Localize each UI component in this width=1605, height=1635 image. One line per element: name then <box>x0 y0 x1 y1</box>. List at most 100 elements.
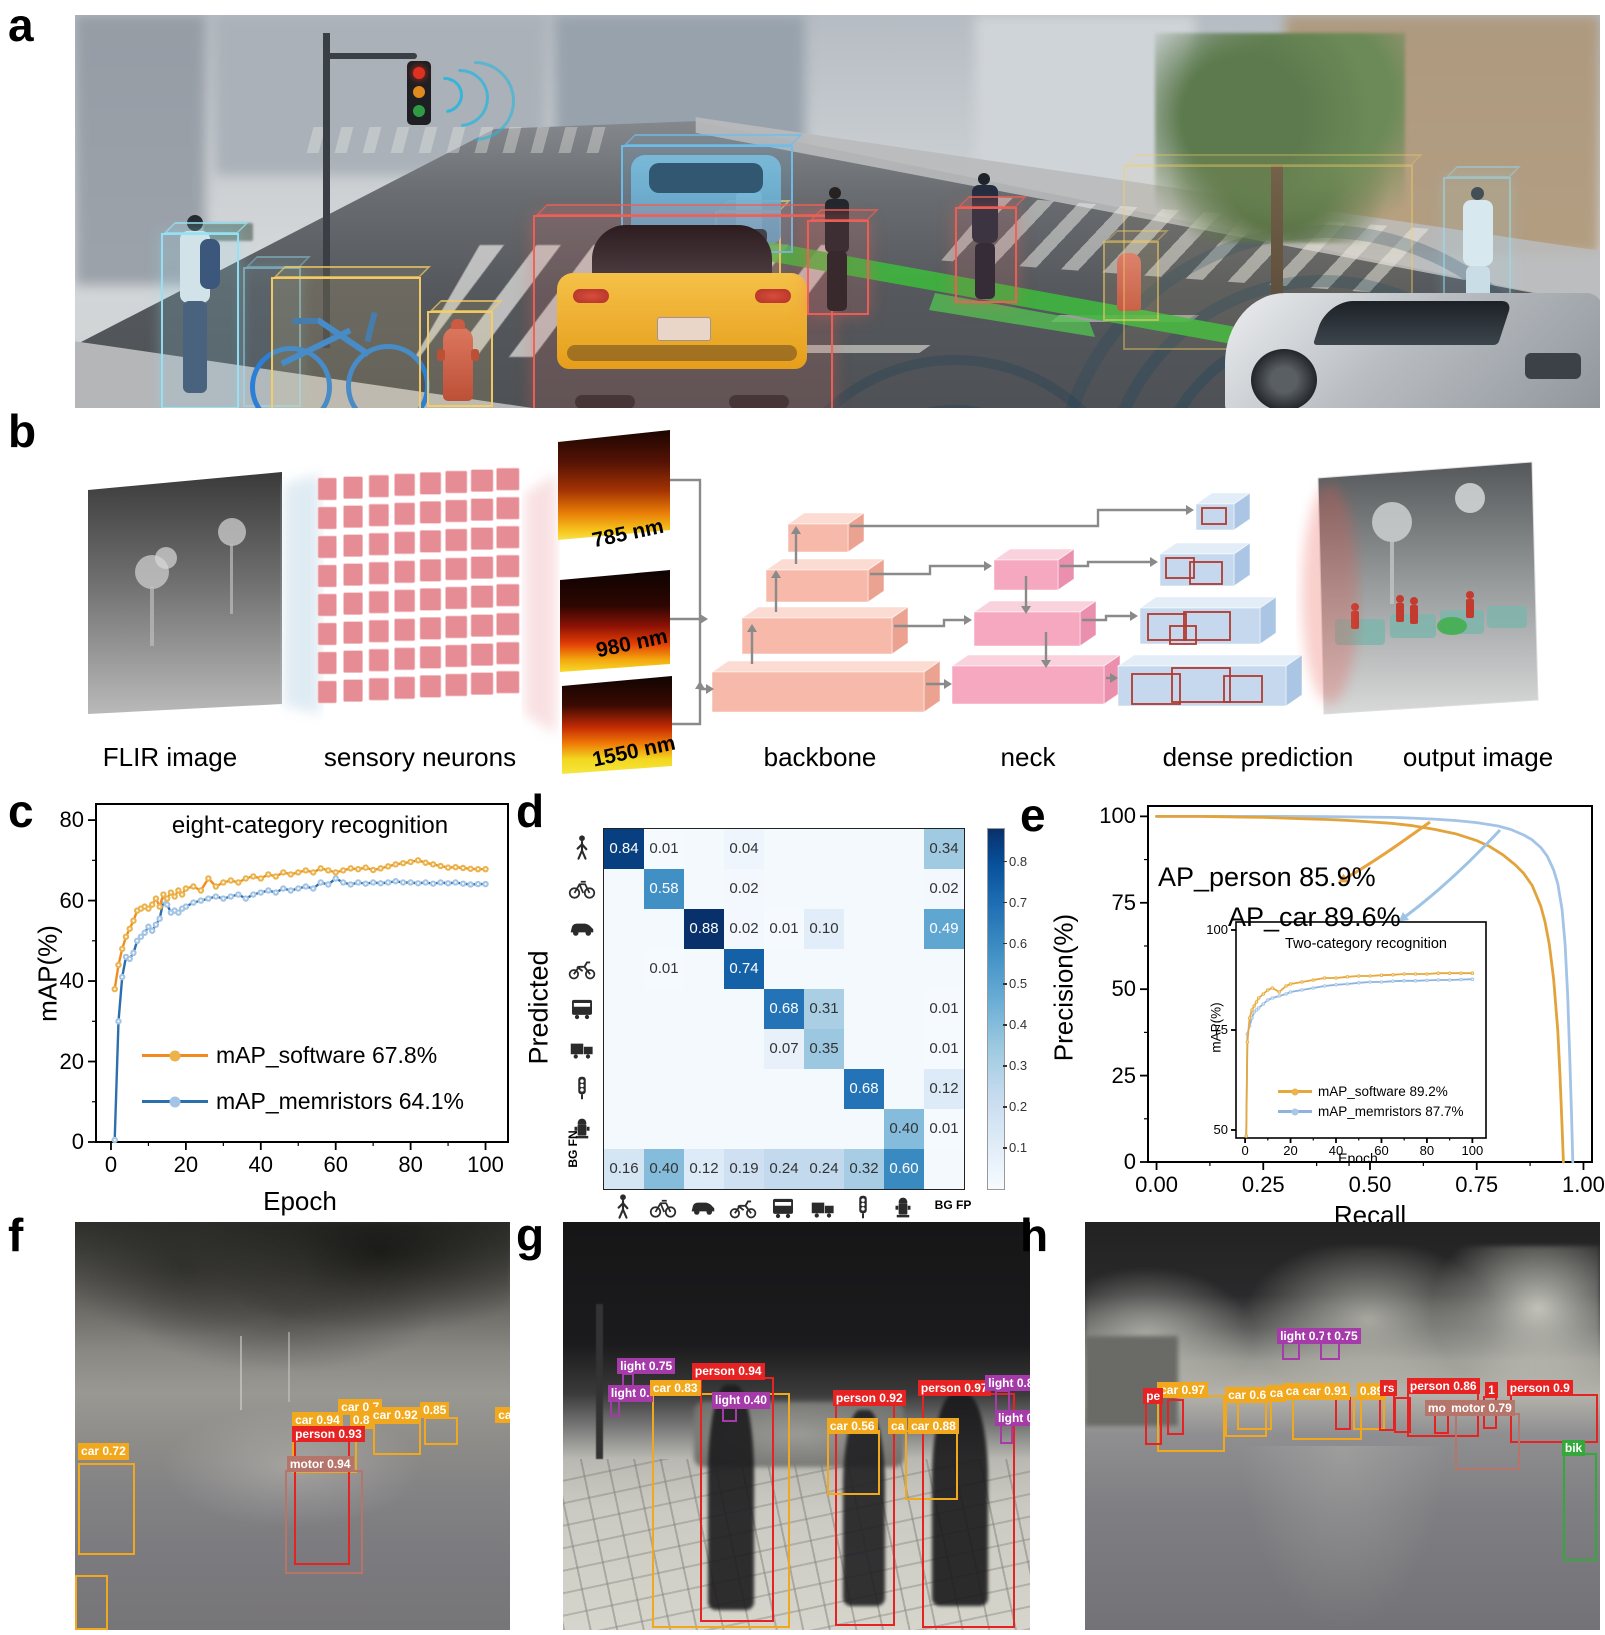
chart-c-xlabel: Epoch <box>263 1186 337 1216</box>
bicycle-icon <box>567 873 597 903</box>
bus-icon <box>567 993 597 1023</box>
detection-box <box>75 1574 109 1630</box>
matrix-cell <box>884 909 924 949</box>
detection-box <box>372 1421 421 1455</box>
inset-title: Two-category recognition <box>1285 936 1447 952</box>
detection-label: car 0.94 <box>292 1412 343 1429</box>
x-tick-label: 40 <box>1328 1143 1344 1158</box>
detection-box-suit-man <box>955 196 1027 303</box>
matrix-bgfp-label: BG FP <box>934 1198 972 1212</box>
matrix-cell <box>764 869 804 909</box>
detection-box <box>1379 1394 1396 1432</box>
detection-box <box>1394 1397 1411 1433</box>
traffic-pole <box>323 33 330 348</box>
motorcycle-icon <box>728 1192 758 1222</box>
foliage-texture <box>75 1222 510 1369</box>
inset-label-memristors: mAP_memristors 87.7% <box>1318 1104 1464 1119</box>
detection-box-bicycle <box>271 266 431 408</box>
matrix-cell <box>604 1069 644 1109</box>
detection-label: 1 <box>1485 1381 1498 1399</box>
matrix-cell: 0.24 <box>764 1149 804 1189</box>
detection-box-hydrant-right <box>1103 230 1169 321</box>
road-center <box>1239 1446 1446 1630</box>
matrix-cell <box>644 1069 684 1109</box>
bicycle-wheel <box>250 346 332 408</box>
matrix-cell <box>924 949 964 989</box>
street-scene-illustration <box>75 15 1600 408</box>
detection-label: light 0.40 <box>711 1392 770 1409</box>
detection-label: 0.89 <box>1356 1383 1387 1400</box>
matrix-cell <box>884 989 924 1029</box>
detection-label: light 0. <box>607 1385 653 1402</box>
matrix-cell <box>884 1069 924 1109</box>
rear-bumper <box>567 345 797 361</box>
legend-label-memristors: mAP_memristors 64.1% <box>216 1088 464 1114</box>
traffic-light-icon <box>848 1192 878 1222</box>
matrix-cell: 0.02 <box>724 869 764 909</box>
matrix-cell <box>804 1109 844 1149</box>
x-tick-label: 0 <box>1241 1143 1249 1158</box>
pole <box>595 1303 604 1459</box>
detection-label: car 0.91 <box>1299 1383 1351 1400</box>
matrix-cell: 0.02 <box>924 869 964 909</box>
matrix-ylabel: Predicted <box>523 950 554 1065</box>
matrix-cell <box>724 1109 764 1149</box>
y-tick-label: 100 <box>1099 803 1136 829</box>
pedestrian-head <box>978 173 990 185</box>
inset-xlabel: Epoch <box>1338 1150 1378 1166</box>
matrix-cell <box>684 989 724 1029</box>
inset-label-software: mAP_software 89.2% <box>1318 1084 1448 1099</box>
x-tick-label: 0.00 <box>1135 1172 1178 1197</box>
detection-label: ca <box>1282 1383 1303 1400</box>
matrix-cell <box>884 1029 924 1069</box>
bicycle-seat <box>292 318 318 324</box>
output-detected-bike <box>1437 617 1467 635</box>
detection-box-woman <box>807 209 879 315</box>
matrix-cell <box>764 1109 804 1149</box>
matrix-cell <box>684 1069 724 1109</box>
silver-car-vent <box>1525 353 1581 379</box>
y-tick-label: 50 <box>1111 976 1136 1002</box>
detection-box <box>1282 1341 1301 1360</box>
panel-letter-c: c <box>8 785 34 837</box>
matrix-cell <box>604 869 644 909</box>
taillight <box>573 289 609 303</box>
x-tick-label: 20 <box>173 1152 199 1177</box>
box-top-face <box>429 300 503 312</box>
y-tick-label: 25 <box>1111 1062 1136 1088</box>
detection-label: person 0.93 <box>292 1425 365 1442</box>
pedestrian-left <box>170 215 222 395</box>
bicycle-icon <box>648 1192 678 1222</box>
detection-label: light 0.76 <box>1277 1328 1336 1345</box>
detection-label: car 0.88 <box>908 1417 959 1435</box>
license-plate <box>657 317 711 341</box>
colorbar-tick-mark <box>1003 1147 1007 1149</box>
matrix-cell: 0.12 <box>924 1069 964 1109</box>
detection-label: ca <box>1266 1385 1287 1402</box>
box-top-face <box>809 209 879 221</box>
matrix-cell: 0.12 <box>684 1149 724 1189</box>
matrix-cell: 0.49 <box>924 909 964 949</box>
precision-recall-plot <box>1140 805 1593 1170</box>
box-top-face <box>163 222 249 234</box>
detection-box <box>78 1463 135 1555</box>
detection-label: car 0.56 <box>826 1417 878 1435</box>
detection-label: person 0.97 <box>917 1379 991 1397</box>
chart-e-ylabel: Precision(%) <box>1048 913 1079 1062</box>
chart-c-title: eight-category recognition <box>171 812 449 839</box>
stage-label-neurons: sensory neurons <box>323 742 517 772</box>
detection-box-yellow-car <box>533 204 843 408</box>
precision-recall-chart: Precision(%) Recall AP_person 85.9% AP_c… <box>1040 790 1605 1235</box>
colorbar-tick-mark <box>1003 1024 1007 1026</box>
x-tick-label: 80 <box>1419 1143 1435 1158</box>
detection-box <box>610 1399 620 1417</box>
person-silhouette <box>707 1385 755 1610</box>
truck-icon <box>567 1033 597 1063</box>
matrix-cell <box>724 1029 764 1069</box>
person-icon <box>567 833 597 863</box>
y-tick-label: 0 <box>71 1129 84 1154</box>
pedestrian-woman <box>817 187 857 313</box>
legend-label-software: mAP_software 67.8% <box>216 1042 438 1068</box>
detection-label: car 0.6 <box>1225 1386 1270 1404</box>
colorbar-tick: 0.6 <box>1009 935 1028 951</box>
